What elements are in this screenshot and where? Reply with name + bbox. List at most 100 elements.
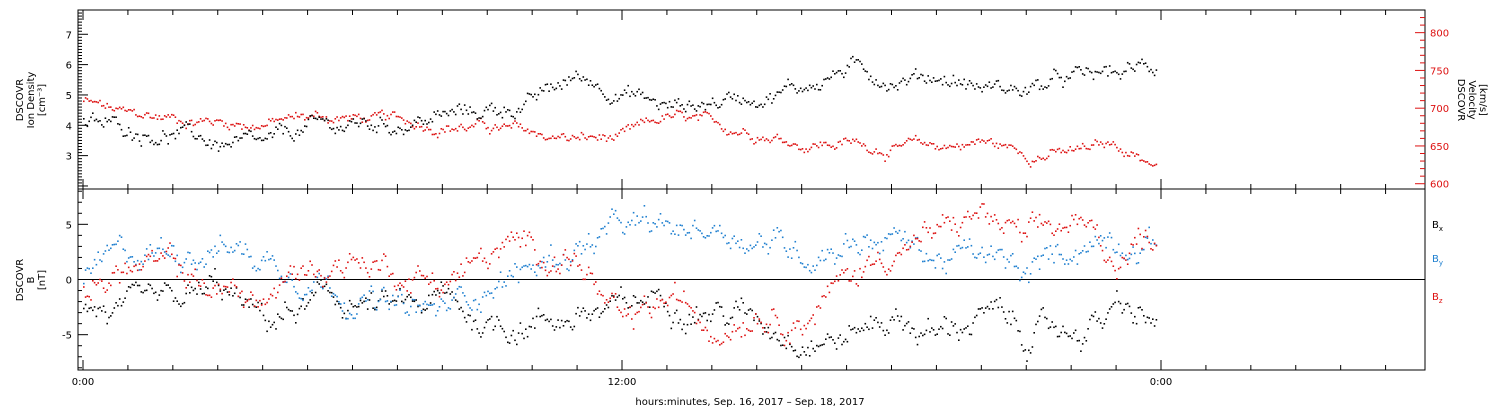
by-series-point: [253, 265, 256, 268]
density-series-point: [999, 85, 1001, 88]
by-series-point: [1126, 258, 1129, 261]
by-series-point: [411, 298, 414, 301]
bz-series-point: [1047, 220, 1050, 223]
by-series-point: [463, 295, 466, 297]
velocity-series-point: [652, 119, 655, 122]
velocity-series-point: [566, 139, 568, 142]
by-series-point: [237, 244, 240, 247]
density-series-point: [1108, 65, 1111, 67]
by-series-point: [338, 301, 340, 303]
bz-series-point: [1121, 256, 1124, 259]
bz-series-point: [228, 291, 231, 293]
bz-series-point: [196, 279, 198, 282]
bx-series-point: [1046, 317, 1048, 320]
bz-series-point: [525, 244, 527, 247]
density-series-point: [291, 137, 293, 140]
by-series-point: [787, 256, 789, 258]
by-series-point: [877, 241, 879, 244]
by-series-point: [1083, 245, 1086, 247]
velocity-series-point: [447, 125, 450, 127]
velocity-series-point: [275, 118, 277, 121]
bz-series-point: [733, 324, 735, 326]
density-series-point: [420, 119, 423, 122]
velocity-series-point: [478, 120, 480, 122]
bz-series-point: [670, 294, 673, 297]
velocity-series-point: [607, 137, 610, 139]
bz-series-point: [873, 263, 876, 265]
velocity-series-point: [404, 122, 407, 125]
bx-series-point: [614, 299, 617, 301]
bx-series-point: [217, 284, 220, 287]
by-series-point: [611, 208, 613, 210]
bz-series-point: [589, 272, 592, 274]
bx-series-point: [111, 312, 114, 314]
velocity-series-point: [1087, 148, 1089, 150]
bx-series-point: [311, 292, 313, 294]
density-series-point: [539, 87, 541, 89]
by-series-point: [871, 247, 874, 250]
velocity-series-point: [952, 145, 955, 148]
density-series-point: [444, 110, 446, 113]
density-series-point: [1085, 67, 1088, 69]
bz-series-point: [1056, 228, 1059, 230]
bx-series-point: [541, 314, 543, 317]
by-series-point: [979, 252, 982, 254]
velocity-series-point: [1040, 158, 1043, 160]
bx-series-point: [90, 306, 92, 309]
velocity-series-point: [981, 139, 983, 141]
density-series-point: [952, 74, 955, 77]
density-series-point: [284, 125, 286, 128]
bz-series-point: [702, 329, 705, 331]
bx-series-point: [1002, 311, 1005, 313]
density-series-point: [235, 136, 238, 138]
density-series-point: [262, 139, 265, 142]
bz-series-point: [411, 279, 414, 281]
density-series-point: [902, 77, 904, 80]
bx-series-point: [350, 303, 353, 305]
by-series-point: [106, 244, 108, 247]
bz-series-point: [298, 279, 301, 281]
velocity-series-point: [1119, 148, 1122, 150]
density-series-point: [232, 141, 234, 144]
velocity-series-point: [984, 142, 987, 144]
bz-series-point: [968, 216, 971, 218]
velocity-series-point: [390, 113, 392, 116]
bx-series-point: [363, 300, 365, 303]
by-series-point: [239, 241, 241, 243]
bx-series-point: [584, 310, 586, 312]
by-series-point: [271, 255, 274, 257]
density-series-point: [724, 98, 726, 100]
density-series-point: [228, 143, 231, 146]
by-series-point: [623, 233, 626, 235]
by-series-point: [758, 233, 761, 235]
bx-series-point: [284, 301, 286, 303]
velocity-series-point: [512, 122, 514, 125]
density-series-point: [490, 102, 493, 105]
bz-series-point: [216, 293, 218, 295]
bz-series-point: [390, 273, 392, 276]
velocity-series-point: [1008, 144, 1010, 146]
by-series-point: [875, 243, 877, 246]
density-series-point: [1081, 73, 1084, 75]
density-tick-label: 3: [66, 152, 72, 163]
velocity-series-point: [172, 114, 175, 116]
bz-series-point: [97, 282, 99, 284]
velocity-series-point: [133, 108, 135, 111]
top-data-points: [83, 55, 1158, 168]
density-series-point: [711, 97, 714, 100]
density-series-point: [1013, 85, 1016, 88]
by-series-point: [286, 281, 288, 284]
bz-series-point: [640, 306, 642, 309]
velocity-series-point: [1065, 151, 1068, 154]
bz-series-point: [1123, 257, 1125, 260]
velocity-axis-label-line2: Velocity: [1466, 80, 1477, 119]
density-series-point: [1083, 74, 1086, 76]
velocity-series-point: [763, 139, 766, 142]
by-series-point: [375, 309, 378, 311]
by-series-point: [990, 245, 992, 247]
density-series-point: [613, 100, 615, 102]
bx-series-point: [568, 320, 570, 323]
bx-series-point: [589, 319, 592, 322]
bz-series-point: [404, 280, 407, 282]
by-series-point: [1087, 250, 1089, 253]
